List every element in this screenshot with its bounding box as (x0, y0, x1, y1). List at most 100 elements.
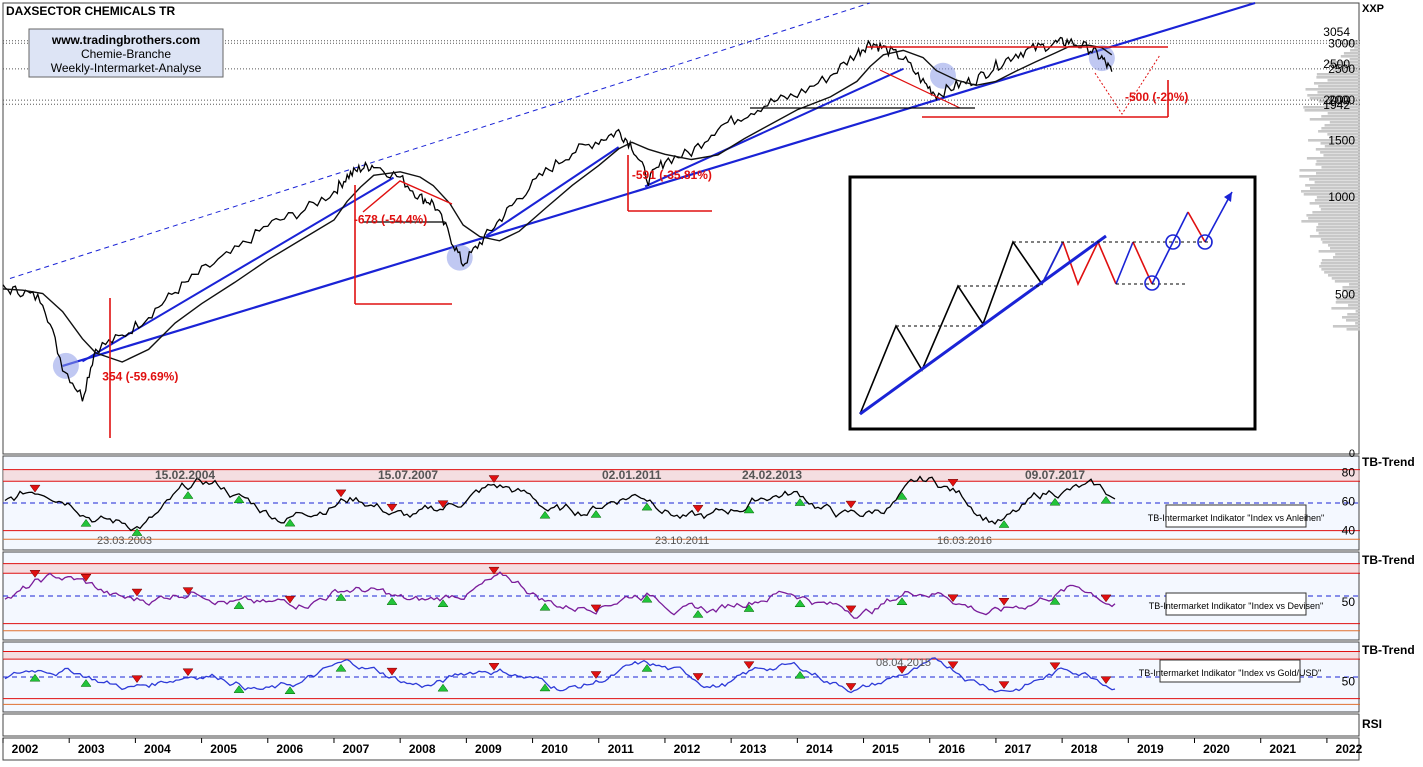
x-tick-2018: 2018 (1071, 742, 1098, 756)
buy-marker (1049, 497, 1061, 506)
sell-marker (590, 671, 602, 679)
buy-marker (794, 599, 806, 608)
indicator-3-line (4, 657, 1116, 694)
sell-marker (998, 598, 1010, 606)
info-analysis: Weekly-Intermarket-Analyse (51, 61, 202, 75)
sell-marker (284, 595, 296, 604)
pivot-circle-1 (446, 244, 473, 271)
x-tick-2012: 2012 (674, 742, 701, 756)
buy-marker (233, 495, 245, 504)
rsi-panel (2, 713, 1360, 737)
drawdown-label-3: -500 (-20%) (1125, 90, 1188, 104)
sell-marker (743, 661, 755, 670)
inset-schematic (848, 175, 1257, 431)
x-tick-2017: 2017 (1005, 742, 1032, 756)
x-tick-2014: 2014 (806, 742, 833, 756)
x-tick-2015: 2015 (872, 742, 899, 756)
sell-marker (998, 681, 1010, 690)
sell-marker (1100, 676, 1112, 685)
x-tick-2013: 2013 (740, 742, 767, 756)
buy-marker (80, 518, 92, 527)
sell-marker (488, 663, 500, 671)
price-marker-0: 3054 (1323, 25, 1350, 39)
buy-marker (437, 683, 449, 692)
buy-marker (641, 663, 653, 672)
rsi-label: RSI (1362, 717, 1382, 731)
buy-marker (437, 599, 449, 607)
sell-marker (692, 673, 704, 681)
legend-gold: TB-Intermarket Indikator "Index vs Gold/… (1139, 659, 1321, 683)
x-tick-2006: 2006 (276, 742, 303, 756)
ticker-label: XXP (1362, 3, 1384, 15)
buy-marker (794, 670, 806, 679)
sell-marker (80, 574, 92, 582)
buy-marker (284, 518, 296, 527)
x-tick-2008: 2008 (409, 742, 436, 756)
buy-marker (794, 498, 806, 506)
buy-marker (1049, 596, 1061, 605)
long-trendline (62, 1, 1256, 367)
sell-marker (29, 484, 41, 493)
drawdown-label-2: -591 (-35.81%) (632, 168, 712, 182)
buy-marker (284, 686, 296, 694)
x-tick-2005: 2005 (210, 742, 237, 756)
buy-marker (539, 683, 551, 692)
indicator-date-2: 02.01.2011 (602, 468, 662, 482)
pivot-circle-2 (929, 62, 956, 89)
x-tick-2011: 2011 (608, 742, 634, 756)
sell-marker (488, 475, 500, 483)
sell-marker (131, 588, 143, 597)
x-tick-2004: 2004 (144, 742, 171, 756)
x-tick-2021: 2021 (1269, 742, 1296, 756)
buy-marker (335, 663, 347, 672)
sell-marker (590, 604, 602, 613)
price-marker-1: 2500 (1323, 57, 1350, 71)
buy-marker (1100, 495, 1112, 504)
sell-marker (386, 667, 398, 676)
price-tick-2000: 2000 (1328, 93, 1355, 107)
buy-marker (335, 593, 347, 601)
sell-marker (182, 668, 194, 677)
sell-marker (845, 500, 857, 509)
sell-marker (692, 505, 704, 513)
sell-marker (947, 594, 959, 603)
buy-marker (896, 491, 908, 500)
buy-marker (539, 510, 551, 519)
drawdown-label-0: 354 (-59.69%) (102, 370, 178, 384)
sell-marker (845, 683, 857, 691)
buy-marker (641, 594, 653, 603)
sell-marker (437, 500, 449, 509)
buy-marker (386, 597, 398, 605)
buy-marker (590, 509, 602, 518)
buy-marker (998, 520, 1010, 528)
price-tick-500: 500 (1335, 287, 1355, 301)
x-axis-panel (2, 737, 1360, 761)
sell-marker (845, 605, 857, 614)
buy-marker (29, 673, 41, 682)
svg-text:TB-Intermarket Indikator "Inde: TB-Intermarket Indikator "Index vs Anlei… (1148, 513, 1324, 523)
buy-marker (131, 528, 143, 536)
x-tick-2010: 2010 (541, 742, 568, 756)
sell-marker (947, 661, 959, 670)
price-tick-1000: 1000 (1328, 190, 1355, 204)
pivot-circle-0 (52, 352, 79, 379)
sell-marker (1049, 662, 1061, 671)
sell-marker (1100, 594, 1112, 603)
price-tick-3000: 3000 (1328, 36, 1355, 50)
indicator-date-6: 23.10.2011 (655, 535, 709, 547)
indicator-date-0: 15.02.2004 (155, 468, 215, 482)
indicator-date-3: 24.02.2013 (742, 468, 802, 482)
buy-marker (896, 597, 908, 605)
buy-marker (80, 679, 92, 687)
legend-devisen: TB-Intermarket Indikator "Index vs Devis… (1149, 592, 1323, 616)
ind1-tick-40: 40 (1342, 524, 1356, 538)
x-tick-2019: 2019 (1137, 742, 1164, 756)
tb-trend-label-2: TB-Trend (1362, 553, 1415, 567)
price-line (2, 36, 1113, 402)
drawdown-label-1: -678 (-54.4%) (354, 212, 427, 226)
x-tick-2009: 2009 (475, 742, 502, 756)
price-marker-3: 1942 (1323, 98, 1350, 112)
buy-marker (233, 685, 245, 693)
info-url: www.tradingbrothers.com (51, 33, 200, 47)
